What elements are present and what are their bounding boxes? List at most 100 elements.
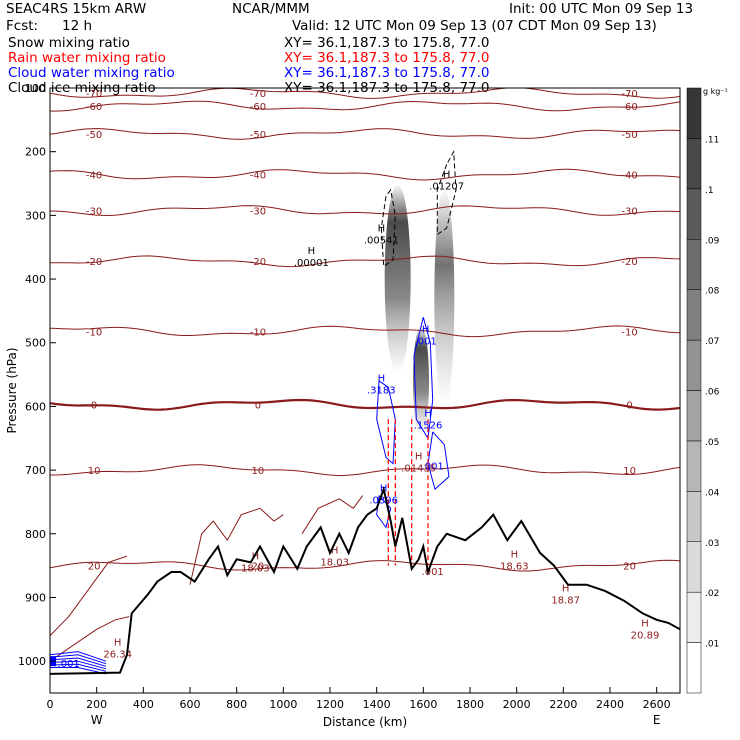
snow-plume <box>434 188 455 409</box>
y-tick-label: 200 <box>25 146 46 159</box>
isotherm-label: 0 <box>626 401 632 412</box>
x-tick-label: 2400 <box>596 698 624 711</box>
extremum-value: .001 <box>58 659 80 670</box>
colorbar-swatch <box>686 138 702 190</box>
x-tick-label: 2600 <box>643 698 671 711</box>
isotherm-label: -40 <box>621 171 637 182</box>
x-tick-label: 1000 <box>269 698 297 711</box>
colorbar-swatch <box>686 440 702 492</box>
x-tick-label: 800 <box>226 698 247 711</box>
field-label-snow: Snow mixing ratio <box>8 35 130 51</box>
extremum-marker: H <box>422 324 430 335</box>
isotherm-label: -40 <box>86 171 102 182</box>
isotherm-line <box>50 398 680 411</box>
isotherm-label: -70 <box>86 89 102 100</box>
moisture-contour <box>427 431 450 491</box>
colorbar-swatch <box>686 289 702 341</box>
extremum-marker: H <box>378 224 386 235</box>
y-tick-label: 500 <box>25 337 46 350</box>
y-tick-label: 100 <box>25 82 46 95</box>
extremum-marker: H <box>424 408 432 419</box>
isotherm-label: 10 <box>623 466 636 477</box>
extremum-marker: H <box>331 545 339 556</box>
colorbar-label: .08 <box>705 287 720 297</box>
y-tick-label: 800 <box>25 528 46 541</box>
extremum-value: .00541 <box>364 236 399 247</box>
extremum-marker: H <box>562 583 570 594</box>
field-label-rain: Rain water mixing ratio <box>8 50 166 66</box>
isotherm-line <box>50 88 680 99</box>
isotherm-line <box>50 325 680 338</box>
moisture-contour <box>50 616 130 662</box>
org-label: NCAR/MMM <box>232 1 310 17</box>
colorbar: .01 .02 .03 .04 .05 .06 .07 .08 .09 .1 .11 g kg⁻¹ <box>686 87 728 694</box>
x-tick-label: 400 <box>133 698 154 711</box>
extremum-value: .001 <box>422 462 444 473</box>
y-tick-label: 400 <box>25 273 46 286</box>
isotherm-label: -20 <box>250 257 266 268</box>
colorbar-swatch <box>686 491 702 543</box>
y-axis-label: Pressure (hPa) <box>5 347 19 433</box>
x-tick-label: 2000 <box>503 698 531 711</box>
isotherm-label: -10 <box>621 327 637 338</box>
isotherm-label: -20 <box>621 257 637 268</box>
field-label-cloud-water: Cloud water mixing ratio <box>8 65 175 81</box>
forecast-hour: 12 h <box>62 18 93 34</box>
extremum-value: .00001 <box>294 258 329 269</box>
endpoint-left-label: W <box>91 713 103 727</box>
isotherm-line <box>50 464 680 477</box>
isotherm-label: 10 <box>88 466 101 477</box>
extremum-value: 20.89 <box>631 631 660 642</box>
extremum-value: .01435 <box>401 464 436 475</box>
endpoint-right-label: E <box>653 713 661 727</box>
x-tick-label: 600 <box>180 698 201 711</box>
extremum-value: 18.87 <box>551 595 580 606</box>
moisture-contour <box>50 654 107 665</box>
colorbar-label: .04 <box>705 488 720 498</box>
y-tick-label: 1000 <box>18 655 46 668</box>
moisture-contour <box>50 660 107 670</box>
moisture-contour <box>50 651 107 662</box>
y-tick-label: 700 <box>25 464 46 477</box>
colorbar-label: .05 <box>705 438 719 448</box>
isotherm-label: -20 <box>86 257 102 268</box>
colorbar-swatch <box>686 390 702 442</box>
isotherm-label: -30 <box>86 206 102 217</box>
forecast-label: Fcst: <box>6 18 39 34</box>
x-tick-label: 0 <box>47 698 54 711</box>
isotherm-label: -10 <box>86 327 102 338</box>
snow-contour <box>436 149 457 236</box>
extremum-value: .001 <box>422 567 444 578</box>
isotherm-label: -10 <box>250 327 266 338</box>
isotherm-line <box>50 559 680 572</box>
field-xy-snow: XY= 36.1,187.3 to 175.8, 77.0 <box>284 35 490 51</box>
x-tick-label: 1800 <box>456 698 484 711</box>
extremum-marker: H <box>415 452 423 463</box>
isotherm-label: 0 <box>255 401 261 412</box>
colorbar-label: .07 <box>705 337 719 347</box>
isotherm-label: -30 <box>250 206 266 217</box>
extremum-marker: H <box>511 550 519 561</box>
colorbar-label: .03 <box>705 539 719 549</box>
isotherm-label: -70 <box>250 89 266 100</box>
colorbar-label: .06 <box>705 388 720 398</box>
isotherm-line <box>50 128 680 140</box>
colorbar-swatch <box>686 339 702 391</box>
field-xy-cloud-water: XY= 36.1,187.3 to 175.8, 77.0 <box>284 65 490 81</box>
terrain-line <box>50 485 680 675</box>
isotherm-line <box>50 205 680 217</box>
colorbar-swatch <box>686 591 702 643</box>
y-tick-label: 600 <box>25 400 46 413</box>
y-tick-label: 300 <box>25 209 46 222</box>
isotherm-label: -50 <box>621 130 637 141</box>
moisture-contour <box>50 663 107 672</box>
isotherm-line <box>50 100 680 112</box>
x-tick-label: 2200 <box>549 698 577 711</box>
colorbar-unit: g kg⁻¹ <box>703 87 728 96</box>
extremum-marker: H <box>443 170 451 181</box>
extremum-marker: H <box>114 638 122 649</box>
isotherm-label: -40 <box>250 171 266 182</box>
extremum-marker: H <box>308 246 316 257</box>
moisture-contour <box>189 507 284 585</box>
extremum-value: 26.34 <box>103 650 132 661</box>
